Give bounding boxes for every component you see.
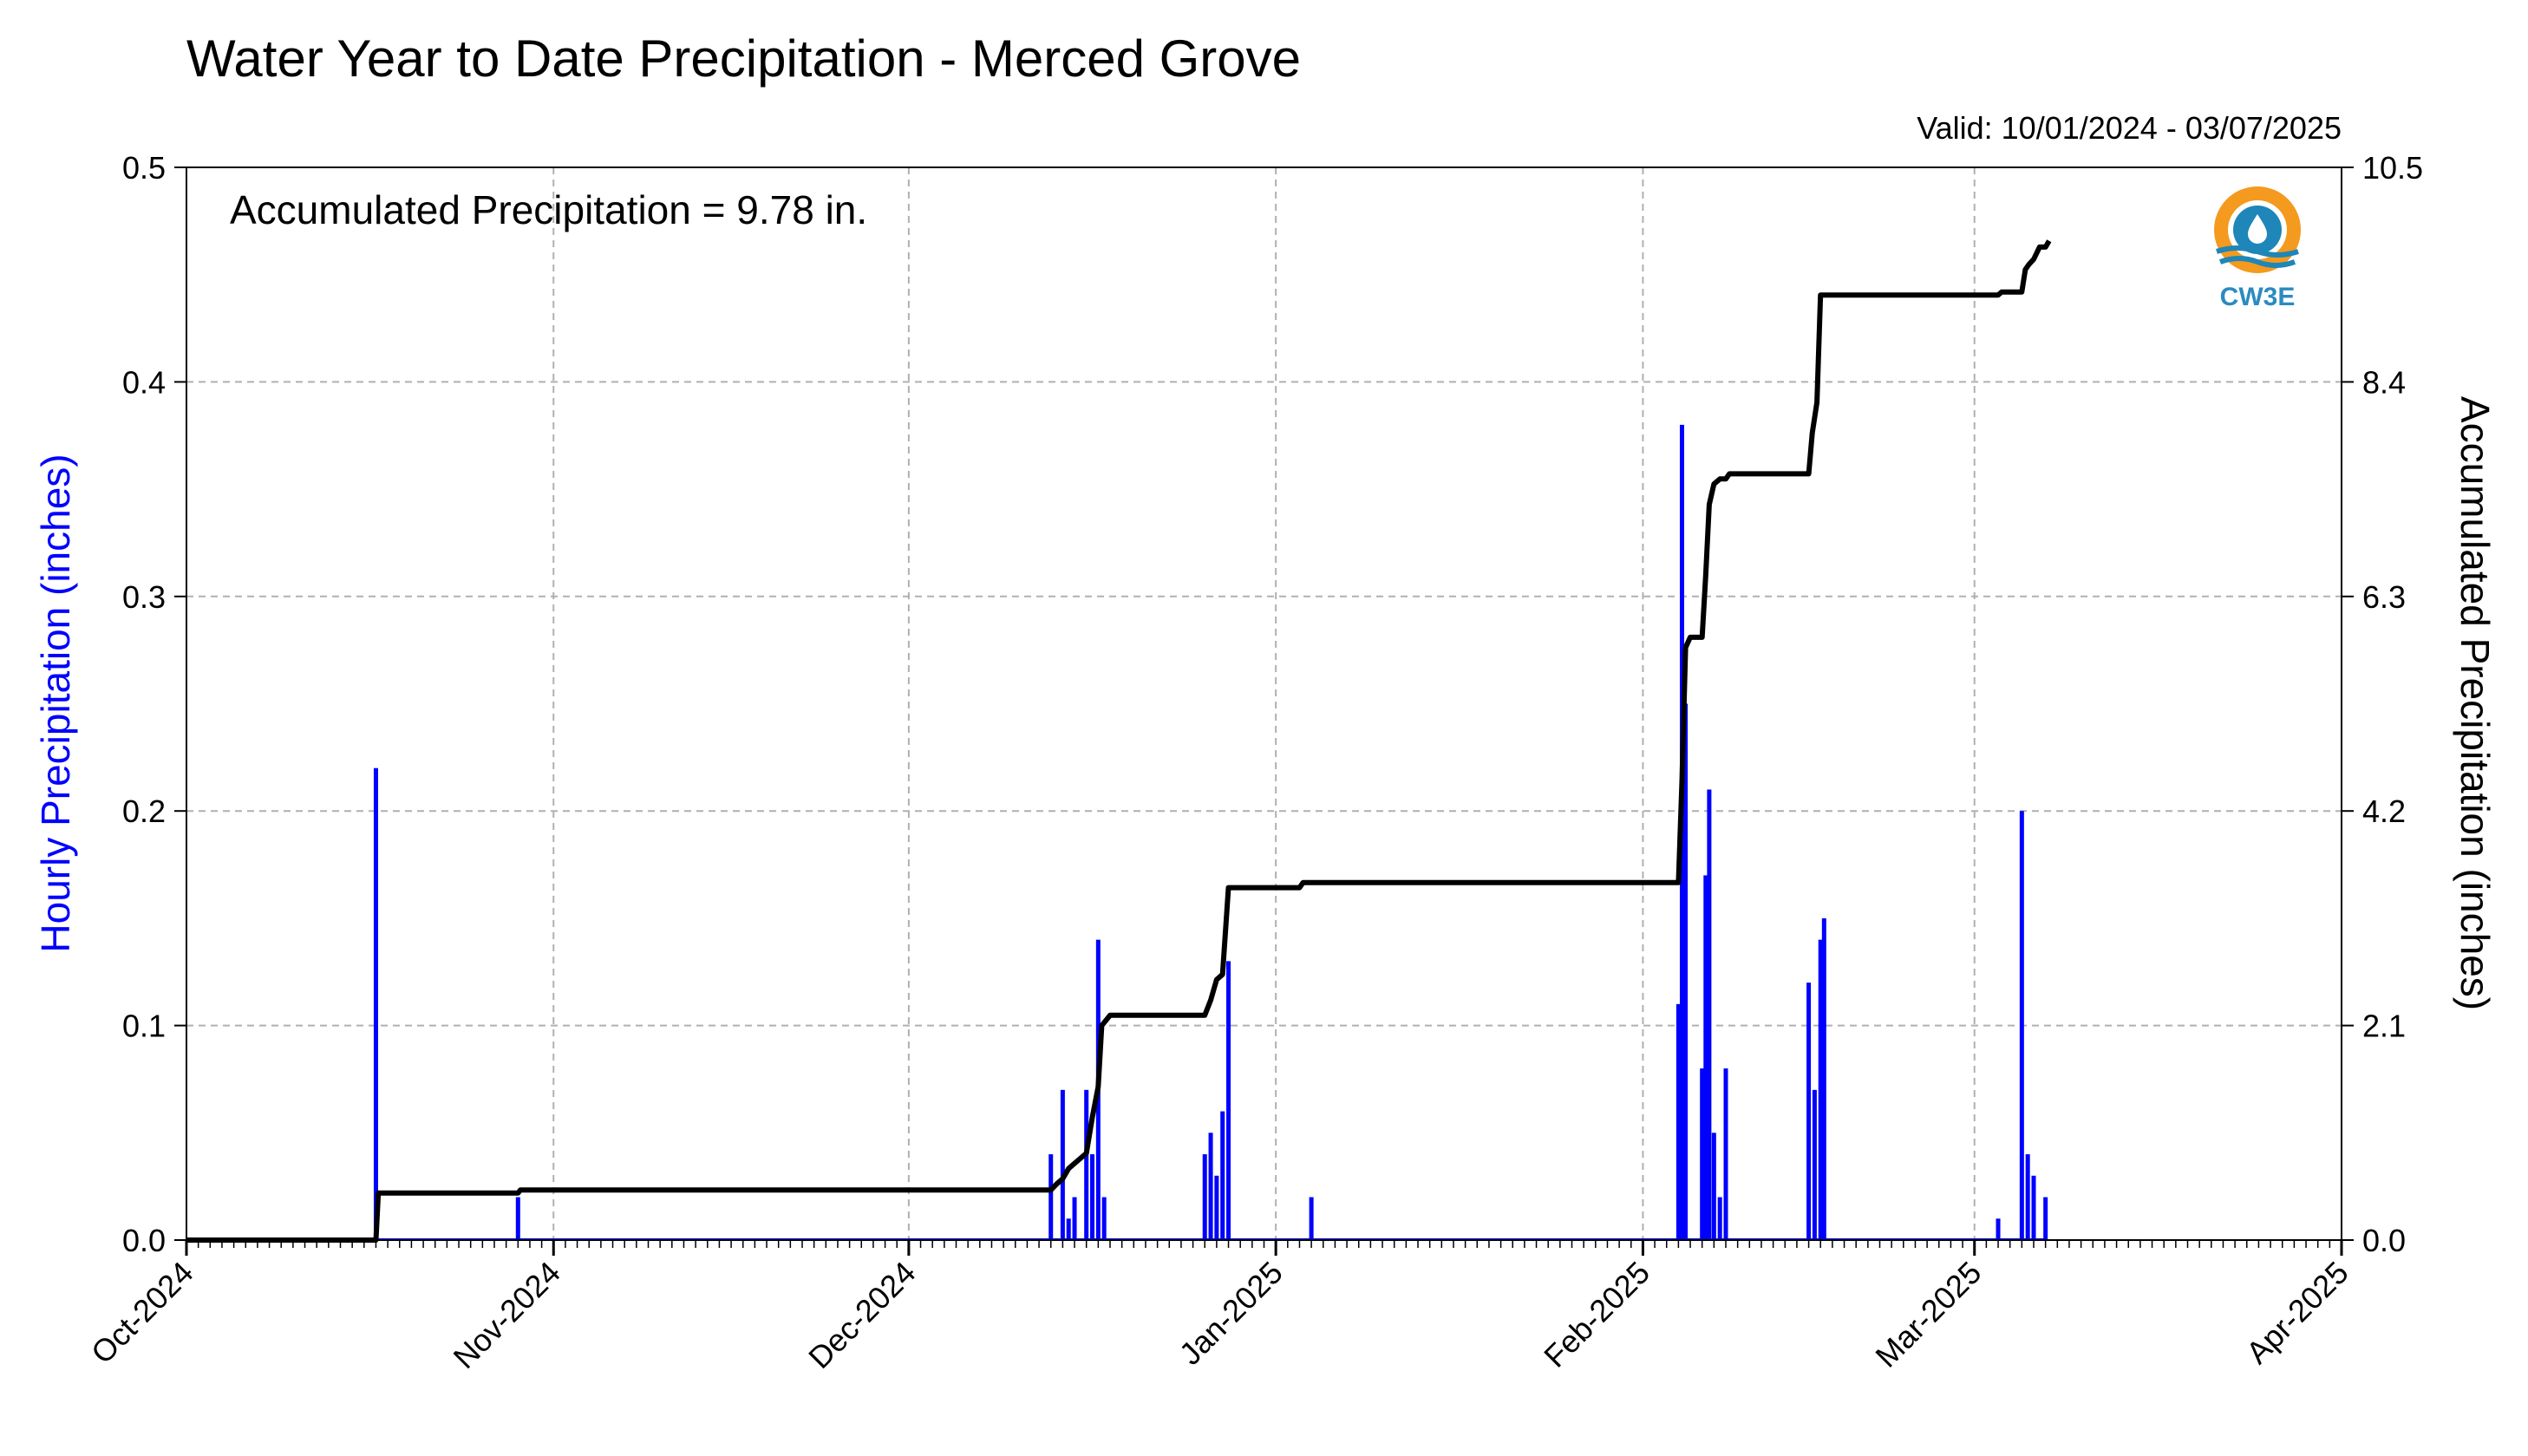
plot-frame [186, 166, 2342, 1241]
y-tick-label: 0.1 [122, 1009, 166, 1044]
logo-wave-icon [2218, 256, 2296, 268]
x-tick-label: Dec-2024 [801, 1255, 922, 1375]
y-tick-label: 0.2 [122, 793, 166, 829]
hourly-bar [1806, 983, 1812, 1240]
hourly-bar [1084, 1089, 1089, 1240]
hourly-bar [1683, 703, 1689, 1240]
hourly-bar [2025, 1154, 2030, 1240]
hourly-bar [1066, 1218, 1071, 1240]
x-tick-label: Oct-2024 [84, 1255, 200, 1371]
accumulated-annotation: Accumulated Precipitation = 9.78 in. [230, 187, 867, 232]
x-tick-label: Mar-2025 [1868, 1255, 1988, 1374]
hourly-bar [1214, 1175, 1219, 1240]
y-tick-label: 0.3 [122, 579, 166, 615]
hourly-bar [1072, 1197, 1077, 1240]
accumulated-line [186, 239, 2052, 1243]
hourly-bar [1717, 1197, 1722, 1240]
hourly-bar [1202, 1154, 1207, 1240]
y-tick-label: 0.5 [122, 150, 166, 186]
hourly-bar [1821, 917, 1826, 1240]
hourly-bar [1101, 1197, 1107, 1240]
x-tick-label: Nov-2024 [447, 1255, 567, 1375]
hourly-bar [373, 767, 378, 1240]
logo-text: CW3E [2220, 283, 2296, 311]
logo-wave-icon [2216, 245, 2299, 258]
x-tick-label: Feb-2025 [1537, 1255, 1656, 1374]
y2-axis-label: Accumulated Precipitation (inches) [2453, 396, 2498, 1010]
y2-tick-label: 10.5 [2362, 150, 2423, 186]
x-tick-label: Apr-2025 [2239, 1255, 2355, 1371]
hourly-bar [1060, 1089, 1065, 1240]
hourly-bar [1707, 789, 1712, 1240]
x-tick-label: Jan-2025 [1173, 1255, 1290, 1372]
hourly-bar [1700, 1068, 1705, 1240]
y-axis-label: Hourly Precipitation (inches) [33, 454, 78, 952]
valid-range: Valid: 10/01/2024 - 03/07/2025 [1917, 110, 2342, 146]
hourly-bar [2031, 1175, 2036, 1240]
hourly-bar [1090, 1154, 1095, 1240]
chart-title: Water Year to Date Precipitation - Merce… [186, 29, 1301, 88]
hourly-bar [1208, 1133, 1213, 1240]
hourly-bar [2043, 1197, 2048, 1240]
y2-tick-label: 2.1 [2362, 1009, 2406, 1044]
hourly-bar [1723, 1068, 1728, 1240]
hourly-bar [1226, 961, 1231, 1240]
accumulated-line-group [186, 239, 2052, 1243]
hourly-bar [1048, 1154, 1054, 1240]
y2-tick-label: 4.2 [2362, 793, 2406, 829]
y-tick-label: 0.0 [122, 1223, 166, 1258]
hourly-bar [1676, 1003, 1681, 1240]
y2-tick-label: 6.3 [2362, 579, 2406, 615]
hourly-bar [2019, 811, 2024, 1240]
hourly-bar [1220, 1111, 1225, 1240]
cw3e-logo: CW3E [2214, 186, 2301, 311]
logo-drop-icon [2248, 214, 2267, 244]
y-tick-label: 0.4 [122, 364, 166, 400]
hourly-bar [1996, 1218, 2001, 1240]
gridlines [186, 167, 2342, 1240]
hourly-bar [1703, 875, 1708, 1240]
hourly-bar [1309, 1197, 1314, 1240]
y2-tick-label: 8.4 [2362, 364, 2406, 400]
hourly-bar [515, 1197, 520, 1240]
y2-tick-label: 0.0 [2362, 1223, 2406, 1258]
hourly-bar [1711, 1133, 1716, 1240]
hourly-bars [186, 424, 2048, 1240]
hourly-bar [1818, 939, 1823, 1240]
hourly-bar [1812, 1089, 1817, 1240]
